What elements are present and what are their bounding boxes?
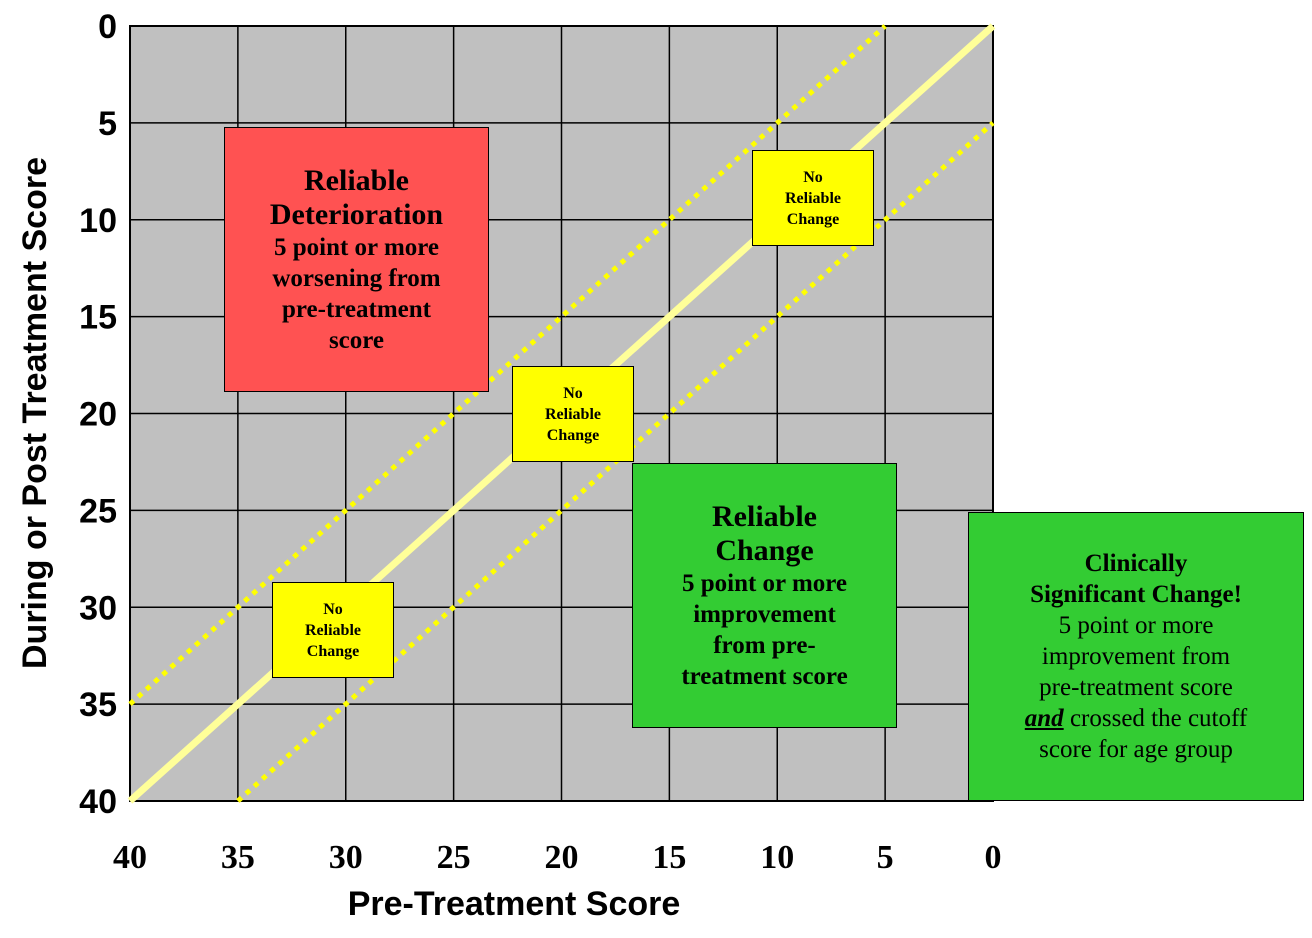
no-change-mid-3: Change [546, 426, 600, 444]
deterioration-body-3: pre-treatment [281, 295, 431, 323]
y-tick-label: 20 [79, 396, 117, 434]
clinical-and-emphasis: and [1024, 705, 1064, 732]
y-tick-label: 35 [79, 686, 117, 724]
clinical-body-5: score for age group [1039, 736, 1233, 763]
x-tick-label: 0 [985, 839, 1002, 876]
clinically-significant-box: Clinically Significant Change! 5 point o… [968, 512, 1304, 801]
deterioration-body-4: score [328, 326, 385, 354]
y-tick-label: 5 [98, 105, 117, 143]
x-tick-label: 15 [652, 839, 686, 876]
x-tick-label: 5 [877, 839, 894, 876]
y-tick-label: 15 [79, 299, 117, 337]
x-axis-label: Pre-Treatment Score [348, 885, 681, 923]
deterioration-title-2: Deterioration [269, 197, 444, 231]
y-tick-label: 0 [98, 8, 117, 46]
x-tick-labels: 40 35 30 25 20 15 10 5 0 [113, 839, 1002, 876]
reliable-change-title-1: Reliable [712, 499, 817, 533]
no-change-top-2: Reliable [785, 189, 841, 207]
no-reliable-change-box-middle: No Reliable Change [512, 366, 634, 462]
reliable-deterioration-box: Reliable Deterioration 5 point or more w… [224, 127, 489, 392]
x-tick-label: 20 [545, 839, 579, 876]
y-tick-label: 40 [79, 783, 117, 821]
reliable-change-box: Reliable Change 5 point or more improvem… [632, 463, 897, 728]
no-change-top-1: No [803, 168, 823, 186]
no-change-bottom-1: No [323, 600, 343, 618]
clinical-body-4: and crossed the cutoff [1025, 703, 1247, 734]
clinical-body-4-tail: crossed the cutoff [1063, 705, 1248, 732]
deterioration-title-1: Reliable [304, 163, 409, 197]
x-tick-label: 30 [329, 839, 363, 876]
no-change-mid-2: Reliable [545, 405, 601, 423]
no-change-top-3: Change [786, 210, 840, 228]
y-tick-label: 25 [79, 492, 117, 530]
y-tick-label: 30 [79, 589, 117, 627]
clinical-body-2: improvement from [1041, 643, 1231, 670]
no-reliable-change-box-top: No Reliable Change [752, 150, 874, 246]
x-tick-label: 40 [113, 839, 147, 876]
x-tick-label: 25 [437, 839, 471, 876]
clinical-body-3: pre-treatment score [1039, 674, 1233, 701]
no-reliable-change-box-bottom: No Reliable Change [272, 582, 394, 678]
x-tick-label: 10 [760, 839, 794, 876]
x-tick-label: 35 [221, 839, 255, 876]
reliable-change-title-2: Change [715, 533, 814, 567]
no-change-bottom-3: Change [306, 642, 360, 660]
reliable-change-body-4: treatment score [681, 662, 848, 690]
deterioration-body-1: 5 point or more [273, 233, 440, 261]
clinical-title-2: Significant Change! [1030, 581, 1242, 608]
y-tick-labels: 0 5 10 15 20 25 30 35 40 [79, 8, 117, 821]
reliable-change-body-3: from pre- [713, 631, 816, 659]
y-axis-label: During or Post Treatment Score [16, 157, 54, 669]
y-tick-label: 10 [79, 202, 117, 240]
reliable-change-threshold-line [128, 24, 887, 706]
no-change-mid-1: No [563, 384, 583, 402]
clinical-body-1: 5 point or more [1058, 612, 1214, 639]
no-change-bottom-2: Reliable [305, 621, 361, 639]
deterioration-body-2: worsening from [272, 264, 441, 292]
reliable-change-body-2: improvement [693, 600, 836, 628]
reliable-change-body-1: 5 point or more [681, 569, 848, 597]
clinical-title-1: Clinically [1084, 550, 1188, 577]
